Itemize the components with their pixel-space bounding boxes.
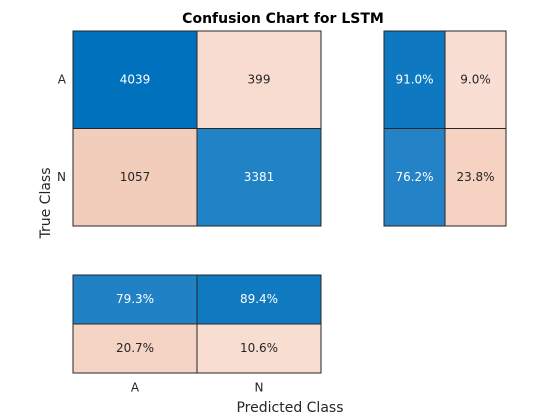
- y-tick-label: A: [58, 72, 67, 86]
- row-summary-value: 76.2%: [395, 170, 433, 184]
- matrix-cell-value: 399: [248, 72, 271, 86]
- column-summary-value: 89.4%: [240, 292, 278, 306]
- chart-title: Confusion Chart for LSTM: [182, 11, 384, 27]
- matrix-cell: [197, 31, 321, 129]
- row-summary-cell: [384, 31, 445, 129]
- column-summary-cell: [73, 324, 197, 373]
- x-tick-label: N: [255, 381, 264, 395]
- column-summary-cell: [197, 324, 321, 373]
- row-summary-cell: [445, 31, 506, 129]
- matrix-cell: [73, 128, 197, 226]
- x-axis-label: Predicted Class: [236, 400, 343, 416]
- row-summary-cell: [445, 128, 506, 226]
- row-summary-cell: [384, 128, 445, 226]
- x-tick-label: A: [131, 381, 140, 395]
- matrix-cell: [73, 31, 197, 129]
- matrix-cell-value: 3381: [244, 170, 275, 184]
- chart-marks: 4039 399 1057 3381 91.0% 9.0% 76.2% 23.8% 79.3% 8…: [57, 30, 507, 395]
- row-summary-value: 9.0%: [460, 72, 491, 86]
- matrix-cell-value: 1057: [120, 170, 151, 184]
- column-summary-cell: [197, 275, 321, 324]
- matrix-cell: [197, 128, 321, 226]
- column-summary-value: 10.6%: [240, 341, 278, 355]
- column-summary-value: 79.3%: [116, 292, 154, 306]
- y-axis-label: True Class: [38, 167, 54, 239]
- row-summary-value: 23.8%: [456, 170, 494, 184]
- column-summary-value: 20.7%: [116, 341, 154, 355]
- matrix-cell-value: 4039: [120, 72, 151, 86]
- row-summary-value: 91.0%: [395, 72, 433, 86]
- y-tick-label: N: [57, 170, 66, 184]
- column-summary-cell: [73, 275, 197, 324]
